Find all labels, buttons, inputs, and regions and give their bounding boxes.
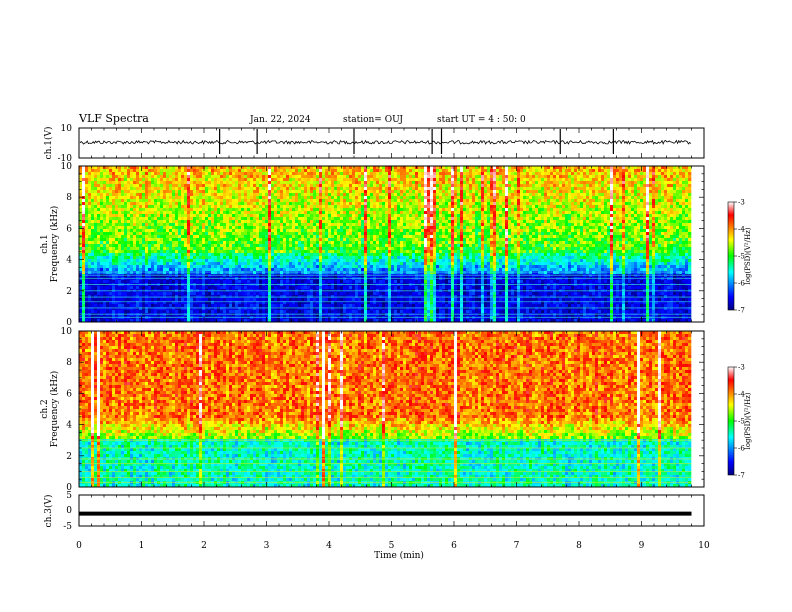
y-tick-label: 4 bbox=[66, 421, 72, 431]
x-tick-label: 10 bbox=[698, 541, 710, 551]
y-tick-label: 6 bbox=[66, 389, 72, 399]
x-tick-label: 7 bbox=[514, 541, 520, 551]
y-tick-label: 10 bbox=[61, 327, 73, 337]
colorbar-tick-label: -7 bbox=[738, 472, 745, 480]
ch3-ylabel: ch.3(V) bbox=[43, 495, 54, 528]
y-tick-label: 4 bbox=[66, 256, 72, 266]
colorbar-tick-label: -3 bbox=[738, 199, 745, 207]
x-tick-label: 2 bbox=[201, 541, 207, 551]
ch3-waveform-panel: 5 0 -5 ch.3(V) bbox=[43, 491, 704, 532]
ch3-ytick-mid: 0 bbox=[66, 506, 72, 516]
x-tick-label: 9 bbox=[639, 541, 645, 551]
y-tick-label: 2 bbox=[66, 452, 72, 462]
ch2-spectrogram-image bbox=[79, 331, 704, 487]
ch1-waveform-panel: 10 -10 ch.1(V) bbox=[43, 124, 704, 164]
ch3-ytick-top: 5 bbox=[66, 491, 72, 501]
ch2-colorbar: -3-4-5-6-7 log(PSD)(V²/Hz) bbox=[728, 364, 752, 480]
x-tick-label: 5 bbox=[389, 541, 395, 551]
y-tick-label: 6 bbox=[66, 224, 72, 234]
ch2-spec-channel-label: ch.2 bbox=[40, 399, 50, 418]
ch3-ytick-bottom: -5 bbox=[63, 522, 72, 532]
x-tick-label: 1 bbox=[139, 541, 145, 551]
ch1-spectrogram-image bbox=[79, 166, 704, 322]
ch1-ylabel: ch.1(V) bbox=[43, 127, 54, 160]
header-date: Jan. 22, 2024 bbox=[249, 115, 311, 125]
x-axis-label: Time (min) bbox=[374, 550, 424, 561]
ch2-spec-ylabel: Frequency (kHz) bbox=[49, 371, 60, 448]
x-tick-label: 4 bbox=[326, 541, 332, 551]
ch1-colorbar: -3-4-5-6-7 log(PSD)(V²/Hz) bbox=[728, 199, 752, 315]
y-tick-label: 8 bbox=[66, 358, 72, 368]
y-tick-label: 2 bbox=[66, 287, 72, 297]
y-tick-label: 8 bbox=[66, 193, 72, 203]
ch1-ytick-top: 10 bbox=[61, 124, 73, 134]
ch2-colorbar-label: log(PSD)(V²/Hz) bbox=[744, 392, 752, 449]
header-start-time: start UT = 4 : 50: 0 bbox=[437, 115, 526, 125]
ch1-colorbar-label: log(PSD)(V²/Hz) bbox=[744, 227, 752, 284]
x-tick-label: 6 bbox=[451, 541, 457, 551]
x-tick-label: 0 bbox=[76, 541, 82, 551]
colorbar-tick-label: -7 bbox=[738, 307, 745, 315]
x-tick-label: 3 bbox=[264, 541, 270, 551]
colorbar-tick-label: -3 bbox=[738, 364, 745, 372]
header-station: station= OUJ bbox=[343, 115, 403, 125]
figure-title: VLF Spectra bbox=[78, 112, 149, 125]
ch1-spec-ylabel: Frequency (kHz) bbox=[49, 206, 60, 283]
y-tick-label: 10 bbox=[61, 162, 73, 172]
x-tick-label: 8 bbox=[576, 541, 582, 551]
ch1-spec-channel-label: ch.1 bbox=[40, 234, 50, 253]
